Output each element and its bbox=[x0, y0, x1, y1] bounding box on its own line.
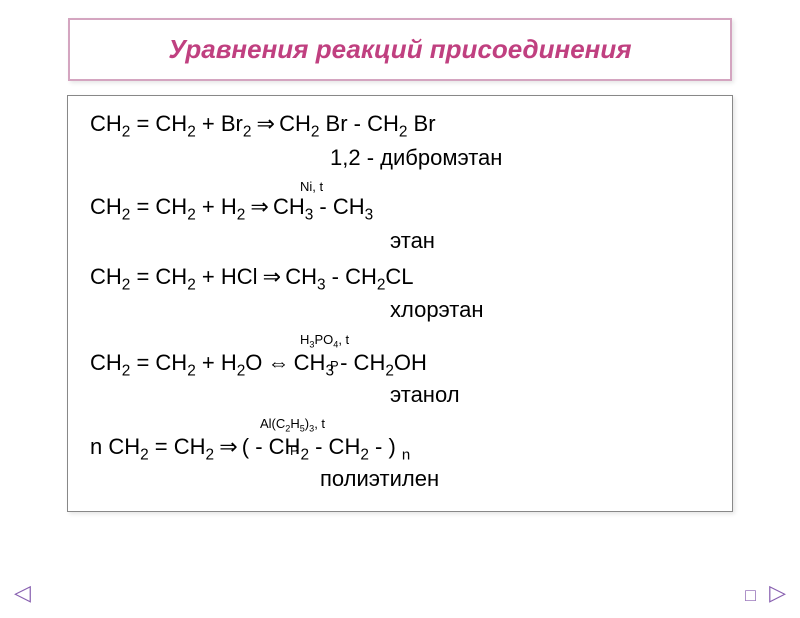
arrow-icon: ⇒ bbox=[251, 111, 279, 136]
eq5-product-label: полиэтилен bbox=[320, 465, 710, 493]
arrow-icon: ⇒ bbox=[214, 434, 242, 459]
eq1-product-label: 1,2 - дибромэтан bbox=[330, 144, 710, 172]
arrow-icon: ⇒ bbox=[245, 194, 273, 219]
prev-slide-button[interactable]: ◁ bbox=[14, 580, 31, 606]
stop-button[interactable]: □ bbox=[745, 585, 756, 606]
equilibrium-arrow-icon: ⇔ bbox=[262, 350, 293, 375]
equations-panel: CH2 = CH2 + Br2 ⇒ CH2 Br - CH2 Br 1,2 - … bbox=[67, 95, 733, 512]
next-slide-button[interactable]: ▷ bbox=[769, 580, 786, 606]
eq3-product-label: хлорэтан bbox=[390, 296, 710, 324]
equation-1: CH2 = CH2 + Br2 ⇒ CH2 Br - CH2 Br bbox=[90, 110, 710, 142]
equation-3: CH2 = CH2 + HCl ⇒ CH3 - CH2CL bbox=[90, 263, 710, 295]
eq4-product-label: этанол bbox=[390, 381, 710, 409]
eq2-product-label: этан bbox=[390, 227, 710, 255]
equation-2: CH2 = CH2 + H2 ⇒ CH3 - CH3 bbox=[90, 193, 710, 225]
title-panel: Уравнения реакций присоединения bbox=[68, 18, 732, 81]
eq1-part: CH bbox=[90, 111, 122, 136]
arrow-icon: ⇒ bbox=[258, 264, 286, 289]
slide-title: Уравнения реакций присоединения bbox=[90, 34, 710, 65]
